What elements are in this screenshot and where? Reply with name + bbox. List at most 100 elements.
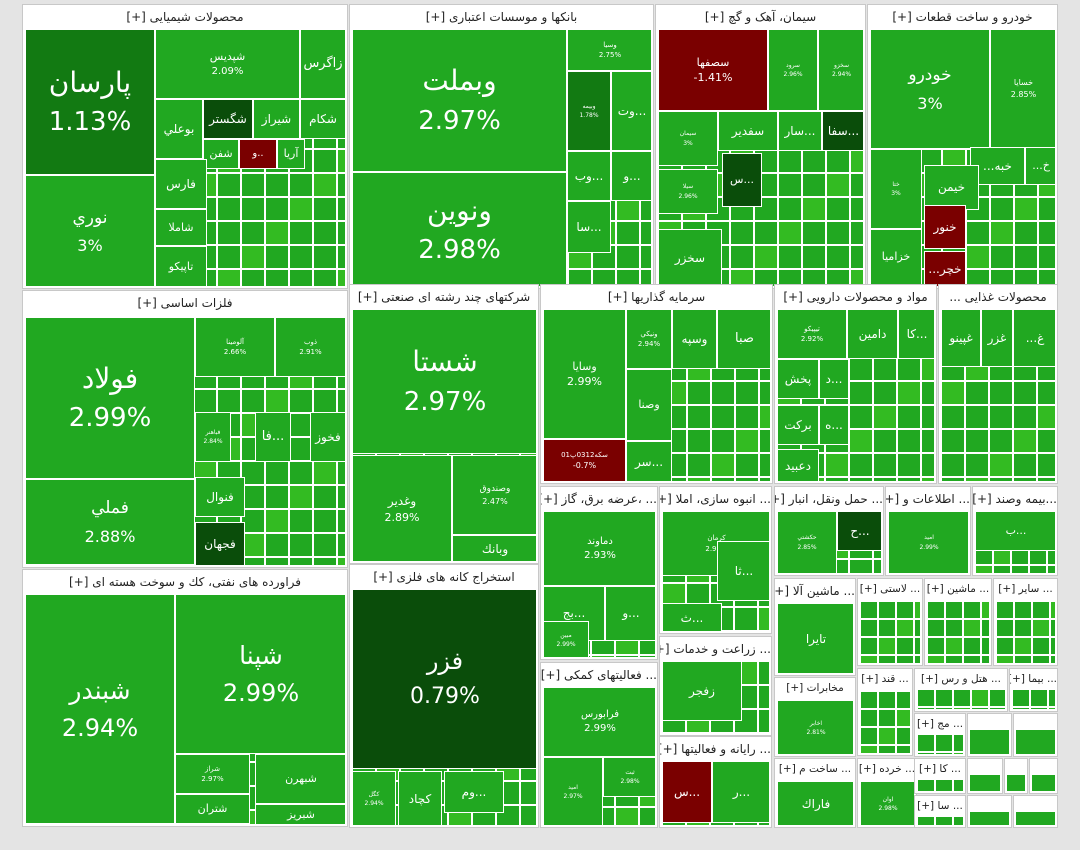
minor-stock-tile[interactable] bbox=[963, 637, 981, 655]
stock-tile[interactable]: خنور bbox=[924, 205, 966, 249]
stock-tile[interactable]: زفجر bbox=[662, 661, 742, 721]
stock-tile[interactable]: ختا 3% bbox=[870, 149, 922, 229]
sector-box[interactable]: مواد و محصولات دارویی [+] تيپيكو 2.92% دامي… bbox=[774, 284, 937, 484]
minor-stock-tile[interactable] bbox=[1050, 637, 1055, 655]
sector-title[interactable]: مواد و محصولات دارویی [+] bbox=[775, 285, 936, 309]
minor-stock-tile[interactable] bbox=[1014, 601, 1032, 619]
minor-stock-tile[interactable] bbox=[778, 269, 802, 286]
stock-tile[interactable]: شكام bbox=[300, 99, 345, 139]
minor-stock-tile[interactable] bbox=[989, 453, 1013, 477]
sector-box[interactable]: ... كا [+] bbox=[914, 758, 966, 794]
minor-stock-tile[interactable] bbox=[897, 381, 921, 405]
minor-stock-tile[interactable] bbox=[896, 709, 910, 727]
minor-stock-tile[interactable] bbox=[860, 709, 878, 727]
sector-box[interactable]: ... خرده [+] اوان 2.98% bbox=[857, 758, 917, 828]
stock-tile[interactable]: شبندر 2.94% bbox=[25, 594, 175, 824]
minor-stock-tile[interactable] bbox=[935, 779, 953, 791]
sector-box[interactable]: ... زراعت و خدمات [+] زفجر bbox=[659, 636, 772, 736]
stock-tile[interactable]: كگل 2.94% bbox=[352, 771, 396, 825]
minor-stock-tile[interactable] bbox=[873, 357, 897, 381]
minor-stock-tile[interactable] bbox=[860, 619, 878, 637]
stock-tile[interactable]: سيلا 2.96% bbox=[658, 169, 718, 214]
sector-box[interactable]: محصولات شیمیایی [+] پارسان 1.13% نوري 3% شپدي… bbox=[22, 4, 348, 289]
minor-stock-tile[interactable] bbox=[849, 405, 873, 429]
stock-tile[interactable]: فاراك bbox=[777, 781, 853, 825]
minor-stock-tile[interactable] bbox=[921, 357, 934, 381]
stock-tile[interactable]: سكه0312پ01 -0.7% bbox=[543, 439, 626, 481]
minor-stock-tile[interactable] bbox=[1013, 429, 1037, 453]
minor-stock-tile[interactable] bbox=[1014, 619, 1032, 637]
minor-stock-tile[interactable] bbox=[914, 601, 920, 619]
minor-stock-tile[interactable] bbox=[265, 485, 289, 509]
sector-box[interactable]: بانکها و موسسات اعتباری [+] وبملت 2.97% ونو… bbox=[349, 4, 654, 289]
minor-stock-tile[interactable] bbox=[217, 245, 241, 269]
stock-tile[interactable]: خسايا 2.85% bbox=[990, 29, 1055, 149]
stock-tile[interactable]: سرود 2.96% bbox=[768, 29, 818, 111]
minor-stock-tile[interactable] bbox=[241, 533, 265, 557]
minor-stock-tile[interactable] bbox=[914, 655, 920, 663]
sector-title[interactable]: ... زراعت و خدمات [+] bbox=[660, 637, 771, 661]
stock-tile[interactable]: سفدير bbox=[718, 111, 778, 151]
minor-stock-tile[interactable] bbox=[265, 461, 289, 485]
minor-stock-tile[interactable] bbox=[759, 477, 770, 481]
minor-stock-tile[interactable] bbox=[711, 381, 735, 405]
minor-stock-tile[interactable] bbox=[241, 245, 265, 269]
minor-stock-tile[interactable] bbox=[735, 453, 759, 477]
minor-stock-tile[interactable] bbox=[989, 405, 1013, 429]
stock-tile[interactable]: سيمان 3% bbox=[658, 111, 718, 166]
minor-stock-tile[interactable] bbox=[1047, 565, 1055, 573]
minor-stock-tile[interactable] bbox=[953, 689, 971, 707]
stock-tile[interactable]: ونوين 2.98% bbox=[352, 172, 567, 286]
minor-stock-tile[interactable] bbox=[758, 709, 769, 733]
minor-stock-tile[interactable] bbox=[734, 607, 758, 631]
minor-stock-tile[interactable] bbox=[265, 509, 289, 533]
minor-stock-tile[interactable] bbox=[945, 637, 963, 655]
sector-box[interactable]: ... فعالیتهای کمکی [+] فرابورس 2.99% اميد 2.… bbox=[540, 662, 658, 828]
minor-stock-tile[interactable] bbox=[963, 619, 981, 637]
minor-stock-tile[interactable] bbox=[616, 245, 640, 269]
minor-stock-tile[interactable] bbox=[778, 173, 802, 197]
stock-tile[interactable]: ...و bbox=[605, 586, 655, 641]
minor-stock-tile[interactable] bbox=[1032, 655, 1050, 663]
minor-stock-tile[interactable] bbox=[778, 221, 802, 245]
minor-stock-tile[interactable] bbox=[802, 221, 826, 245]
minor-stock-tile[interactable] bbox=[896, 619, 914, 637]
stock-tile[interactable]: شستا 2.97% bbox=[352, 309, 536, 454]
mini-sector-box[interactable] bbox=[967, 713, 1012, 757]
mini-sector-box[interactable] bbox=[1013, 713, 1058, 757]
minor-stock-tile[interactable] bbox=[337, 533, 345, 557]
minor-stock-tile[interactable] bbox=[966, 245, 990, 269]
minor-stock-tile[interactable] bbox=[981, 601, 989, 619]
minor-stock-tile[interactable] bbox=[1037, 429, 1055, 453]
stock-tile[interactable]: اميد 2.97% bbox=[543, 757, 603, 825]
stock-tile[interactable]: اميد 2.99% bbox=[888, 511, 968, 573]
minor-stock-tile[interactable] bbox=[759, 381, 770, 405]
sector-title[interactable]: خودرو و ساخت قطعات [+] bbox=[868, 5, 1057, 29]
minor-stock-tile[interactable] bbox=[873, 453, 897, 477]
minor-stock-tile[interactable] bbox=[878, 637, 896, 655]
minor-stock-tile[interactable] bbox=[1030, 707, 1048, 709]
minor-stock-tile[interactable] bbox=[935, 689, 953, 707]
minor-stock-tile[interactable] bbox=[591, 655, 615, 657]
minor-stock-tile[interactable] bbox=[754, 245, 778, 269]
minor-stock-tile[interactable] bbox=[711, 429, 735, 453]
stock-tile[interactable]: شبهرن bbox=[255, 754, 345, 804]
sector-title[interactable]: ... انبوه سازی، املا [+] bbox=[660, 487, 771, 511]
minor-stock-tile[interactable] bbox=[878, 655, 896, 663]
minor-stock-tile[interactable] bbox=[1050, 619, 1055, 637]
stock-tile[interactable]: فزر 0.79% bbox=[352, 589, 536, 769]
minor-stock-tile[interactable] bbox=[921, 429, 934, 453]
minor-stock-tile[interactable] bbox=[337, 461, 345, 485]
minor-stock-tile[interactable] bbox=[878, 601, 896, 619]
minor-stock-tile[interactable] bbox=[289, 509, 313, 533]
sector-box[interactable]: سیمان، آهک و گچ [+] سصفها -1.41% سرود 2.96% س… bbox=[655, 4, 866, 289]
sector-title[interactable]: محصولات شیمیایی [+] bbox=[23, 5, 347, 29]
minor-stock-tile[interactable] bbox=[850, 173, 863, 197]
minor-stock-tile[interactable] bbox=[337, 509, 345, 533]
minor-stock-tile[interactable] bbox=[860, 691, 878, 709]
minor-stock-tile[interactable] bbox=[337, 149, 345, 173]
minor-stock-tile[interactable] bbox=[896, 745, 910, 753]
stock-tile[interactable]: آلومينا 2.66% bbox=[195, 317, 275, 377]
minor-stock-tile[interactable] bbox=[730, 269, 754, 286]
minor-stock-tile[interactable] bbox=[289, 461, 313, 485]
